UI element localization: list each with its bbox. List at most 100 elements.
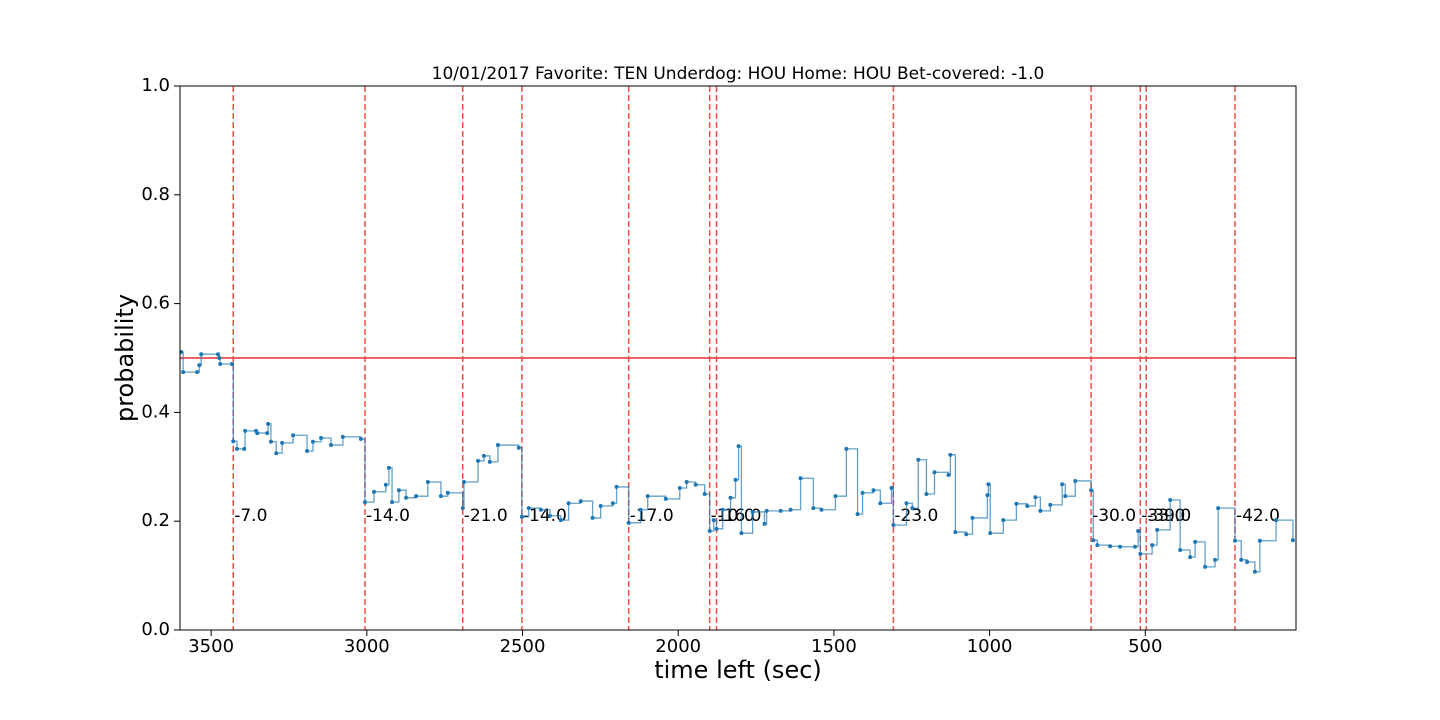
data-point (414, 494, 419, 499)
data-point (383, 482, 388, 487)
data-point (234, 446, 239, 451)
y-tick-label: 0.4 (141, 401, 170, 422)
data-point (778, 508, 783, 513)
data-point (243, 428, 248, 433)
data-point (764, 508, 769, 513)
data-point (693, 482, 698, 487)
data-point (891, 523, 896, 528)
data-point (1133, 544, 1138, 549)
data-point (265, 431, 270, 436)
data-point (266, 421, 271, 426)
chart-title: 10/01/2017 Favorite: TEN Underdog: HOU H… (432, 64, 1045, 84)
data-point (1203, 564, 1208, 569)
data-point (948, 452, 953, 457)
y-axis-label: probability (111, 294, 139, 422)
event-label: -39.0 (1147, 506, 1191, 526)
data-point (329, 443, 334, 448)
data-point (319, 435, 324, 440)
data-point (1150, 543, 1155, 548)
data-point (844, 446, 849, 451)
event-label: -16.0 (718, 506, 762, 526)
event-label: -7.0 (234, 506, 267, 526)
data-point (340, 434, 345, 439)
data-point (953, 530, 958, 535)
data-point (1188, 555, 1193, 560)
data-point (985, 493, 990, 498)
data-point (677, 486, 682, 491)
data-point (964, 532, 969, 537)
data-point (215, 352, 220, 357)
data-point (739, 531, 744, 536)
data-point (663, 496, 668, 501)
data-point (910, 506, 915, 511)
data-point (1014, 501, 1019, 506)
data-point (711, 518, 716, 523)
data-point (255, 431, 260, 436)
data-point (702, 492, 707, 496)
x-tick-label: 1500 (811, 636, 857, 657)
x-tick-label: 2500 (500, 636, 546, 657)
data-point (878, 501, 883, 506)
data-point (788, 507, 793, 512)
data-point (1063, 494, 1068, 499)
event-label: -23.0 (894, 506, 938, 526)
event-label: -14.0 (366, 506, 410, 526)
data-point (1108, 544, 1113, 549)
data-point (645, 494, 650, 499)
data-point (986, 482, 991, 487)
data-point (461, 480, 466, 485)
data-point (199, 352, 204, 357)
data-point (1118, 544, 1123, 549)
data-point (988, 531, 993, 536)
y-tick-label: 0.8 (141, 184, 170, 205)
data-point (1091, 538, 1096, 543)
data-point (1168, 497, 1173, 502)
data-point (1232, 538, 1237, 543)
x-tick-label: 1000 (967, 636, 1013, 657)
data-point (217, 356, 222, 360)
data-point (519, 514, 524, 519)
x-axis-label: time left (sec) (654, 656, 822, 684)
data-point (714, 526, 719, 531)
data-point (1252, 569, 1257, 574)
data-point (558, 518, 563, 523)
event-label: -30.0 (1092, 506, 1136, 526)
data-point (614, 484, 619, 489)
data-point (684, 480, 689, 485)
event-label: -42.0 (1236, 506, 1280, 526)
data-point (1245, 560, 1250, 564)
data-point (460, 506, 465, 511)
y-tick-label: 0.6 (141, 293, 170, 314)
data-point (358, 437, 363, 442)
data-point (970, 515, 975, 520)
data-point (736, 444, 741, 449)
y-tick-label: 0.2 (141, 510, 170, 531)
data-point (590, 515, 595, 520)
data-point (819, 507, 824, 512)
data-point (396, 488, 401, 493)
data-point (495, 443, 500, 448)
data-point (438, 494, 443, 499)
data-point (386, 465, 391, 470)
data-point (181, 370, 186, 375)
data-point (638, 507, 643, 512)
data-point (1216, 506, 1221, 511)
data-point (481, 453, 486, 458)
data-point (1239, 557, 1244, 562)
data-point (916, 457, 921, 462)
series-line (181, 351, 1294, 573)
data-point (860, 490, 865, 495)
data-point (1193, 539, 1198, 544)
data-point (230, 361, 235, 366)
data-point (1095, 543, 1100, 548)
data-point (404, 495, 409, 500)
data-point (425, 480, 430, 485)
data-point (516, 445, 521, 450)
data-point (274, 451, 279, 456)
data-point (1038, 508, 1043, 513)
data-point (1274, 518, 1279, 523)
data-point (750, 509, 755, 514)
data-point (305, 449, 310, 454)
data-point (197, 363, 202, 368)
